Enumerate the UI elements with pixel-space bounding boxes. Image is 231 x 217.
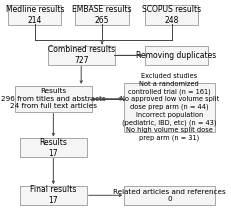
FancyBboxPatch shape <box>47 46 114 65</box>
Text: SCOPUS results
248: SCOPUS results 248 <box>142 5 200 25</box>
FancyBboxPatch shape <box>20 186 87 204</box>
FancyBboxPatch shape <box>8 5 61 25</box>
FancyBboxPatch shape <box>75 5 128 25</box>
FancyBboxPatch shape <box>15 86 91 112</box>
Text: Related articles and references
0: Related articles and references 0 <box>112 189 225 202</box>
Text: Results
296 from titles and abstracts
24 from full text articles: Results 296 from titles and abstracts 24… <box>1 88 105 109</box>
FancyBboxPatch shape <box>124 186 214 204</box>
FancyBboxPatch shape <box>144 5 198 25</box>
FancyBboxPatch shape <box>124 83 214 132</box>
Text: Removing duplicates: Removing duplicates <box>136 51 216 60</box>
Text: Medline results
214: Medline results 214 <box>6 5 64 25</box>
Text: Excluded studies
Not a randomized
controlled trial (n = 161)
No approved low vol: Excluded studies Not a randomized contro… <box>119 73 218 141</box>
FancyBboxPatch shape <box>144 46 207 65</box>
Text: Combined results
727: Combined results 727 <box>47 45 114 65</box>
Text: Final results
17: Final results 17 <box>30 185 76 205</box>
FancyBboxPatch shape <box>20 138 87 157</box>
Text: Results
17: Results 17 <box>39 138 67 158</box>
Text: EMBASE results
265: EMBASE results 265 <box>72 5 131 25</box>
